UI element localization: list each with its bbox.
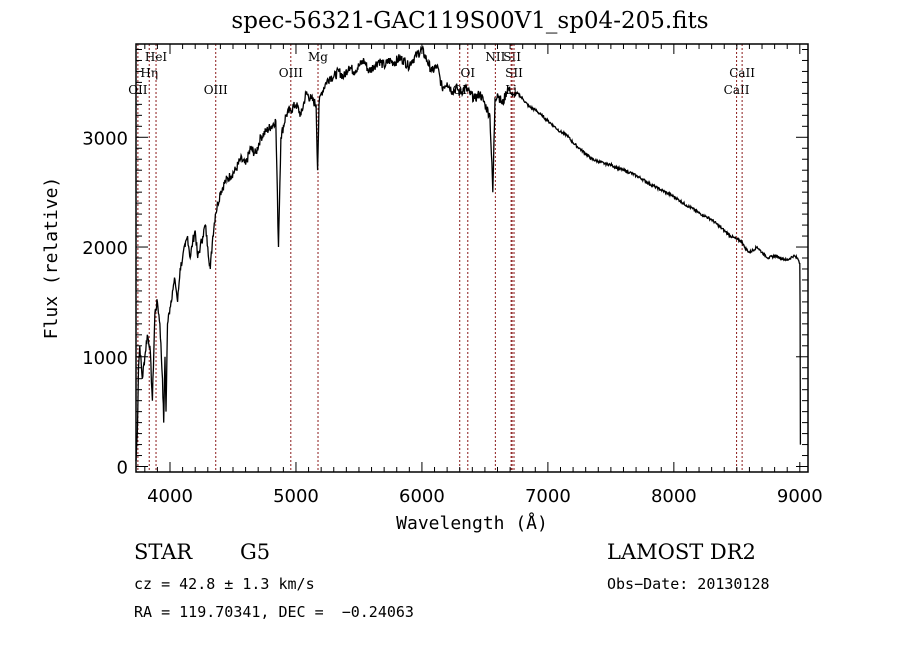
survey-release: LAMOST DR2 xyxy=(607,540,756,564)
coordinates: RA = 119.70341, DEC = −0.24063 xyxy=(134,603,414,621)
redshift-velocity: cz = 42.8 ± 1.3 km/s xyxy=(134,575,315,593)
object-class: STAR xyxy=(134,540,193,564)
x-tick-label: 9000 xyxy=(777,486,823,507)
y-tick-label: 0 xyxy=(117,458,128,479)
x-axis-label: Wavelength (Å) xyxy=(396,512,548,534)
y-tick-label: 1000 xyxy=(82,348,128,369)
object-subclass: G5 xyxy=(240,540,271,564)
spectral-line-label: NII xyxy=(485,50,505,64)
y-axis-label: Flux (relative) xyxy=(41,177,62,340)
spectral-line-label: Hη xyxy=(140,66,158,80)
x-tick-label: 4000 xyxy=(147,486,193,507)
spectral-line-label: OIII xyxy=(204,83,228,97)
tick-labels: 4000 5000 6000 7000 8000 9000 0 1000 2000 3000 xyxy=(82,128,823,507)
spectral-line-label: OI xyxy=(460,66,475,80)
spectral-line-label: HeI xyxy=(145,50,168,64)
observation-date: Obs−Date: 20130128 xyxy=(607,575,770,593)
spectral-line-label: SII xyxy=(503,50,521,64)
spectrum-line xyxy=(135,45,802,462)
spectral-line-label: OII xyxy=(128,83,148,97)
y-tick-label: 3000 xyxy=(82,128,128,149)
spectral-line-label: CaII xyxy=(729,66,755,80)
x-tick-label: 8000 xyxy=(651,486,697,507)
chart-title: spec-56321-GAC119S00V1_sp04-205.fits xyxy=(231,8,709,34)
y-tick-label: 2000 xyxy=(82,238,128,259)
x-tick-label: 7000 xyxy=(525,486,571,507)
spectral-line-label: Mg xyxy=(308,50,328,64)
spectral-line-label: Li xyxy=(505,83,517,97)
spectral-line-label: OIII xyxy=(279,66,303,80)
x-tick-label: 6000 xyxy=(399,486,445,507)
axis-ticks xyxy=(136,44,808,472)
spectral-line-label: SII xyxy=(505,66,523,80)
x-tick-label: 5000 xyxy=(273,486,319,507)
plot-frame xyxy=(135,43,809,473)
spectral-line-label: CaII xyxy=(724,83,750,97)
